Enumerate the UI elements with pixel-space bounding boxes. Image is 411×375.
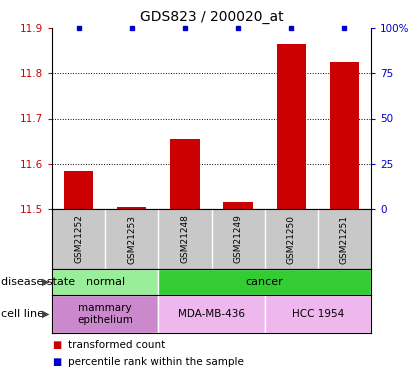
Text: disease state: disease state <box>1 277 75 287</box>
Bar <box>52 269 158 295</box>
Text: transformed count: transformed count <box>68 340 165 350</box>
Text: normal: normal <box>85 277 125 287</box>
Text: HCC 1954: HCC 1954 <box>292 309 344 319</box>
Bar <box>52 295 158 333</box>
Text: GSM21250: GSM21250 <box>287 214 296 264</box>
Bar <box>277 44 306 209</box>
Title: GDS823 / 200020_at: GDS823 / 200020_at <box>140 10 283 24</box>
Text: GSM21248: GSM21248 <box>180 214 189 263</box>
Text: mammary
epithelium: mammary epithelium <box>77 303 133 325</box>
Text: ▶: ▶ <box>42 277 50 287</box>
Text: ■: ■ <box>52 340 61 350</box>
Bar <box>158 269 371 295</box>
Text: GSM21249: GSM21249 <box>233 214 242 263</box>
Bar <box>158 295 265 333</box>
Text: MDA-MB-436: MDA-MB-436 <box>178 309 245 319</box>
Text: GSM21251: GSM21251 <box>340 214 349 264</box>
Bar <box>224 202 253 209</box>
Bar <box>170 139 199 209</box>
Text: percentile rank within the sample: percentile rank within the sample <box>68 357 243 366</box>
Bar <box>64 171 93 209</box>
Text: ■: ■ <box>52 357 61 366</box>
Text: ▶: ▶ <box>42 309 50 319</box>
Text: GSM21253: GSM21253 <box>127 214 136 264</box>
Text: cell line: cell line <box>1 309 44 319</box>
Text: GSM21252: GSM21252 <box>74 214 83 263</box>
Bar <box>330 62 359 209</box>
Text: cancer: cancer <box>246 277 284 287</box>
Bar <box>117 207 146 209</box>
Bar <box>265 295 371 333</box>
